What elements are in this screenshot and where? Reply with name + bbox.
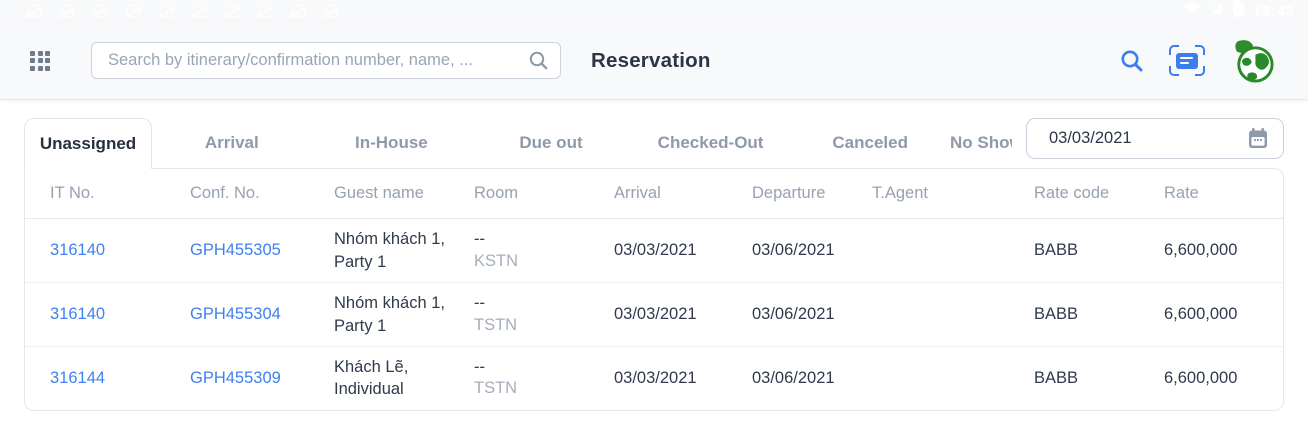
room-type-code: TSTN xyxy=(474,379,518,398)
tab-arrival[interactable]: Arrival xyxy=(204,133,259,152)
search-icon xyxy=(1121,50,1143,71)
arrival-date: 03/03/2021 xyxy=(614,305,697,323)
table-row[interactable]: 316140 GPH455305 Nhóm khách 1, Party 1 -… xyxy=(25,219,1283,283)
it-no-link[interactable]: 316144 xyxy=(50,368,106,387)
no-sim-icon xyxy=(1210,2,1224,21)
rate-code: BABB xyxy=(1034,241,1079,259)
tab-in-house[interactable]: In-House xyxy=(355,133,428,152)
conf-no-link[interactable]: GPH455305 xyxy=(190,241,281,259)
muted-notification-icon xyxy=(226,5,239,17)
status-tabs: Unassigned Arrival In-House Due out Chec… xyxy=(24,118,1284,169)
search-input[interactable] xyxy=(91,42,561,79)
room-type-code: TSTN xyxy=(474,315,518,334)
room-number: -- xyxy=(474,294,485,313)
wifi-icon xyxy=(1184,2,1201,20)
table-row[interactable]: 316144 GPH455309 Khách Lẽ, Individual --… xyxy=(25,347,1283,410)
conf-no-link[interactable]: GPH455309 xyxy=(190,368,281,387)
scan-card-button[interactable] xyxy=(1169,45,1205,76)
app-header: Reservation xyxy=(0,22,1308,100)
table-row[interactable]: 316140 GPH455304 Nhóm khách 1, Party 1 -… xyxy=(25,283,1283,347)
guest-name: Nhóm khách 1, Party 1 xyxy=(334,294,445,335)
table-header-row: IT No. Conf. No. Guest name Room Arrival… xyxy=(25,169,1283,219)
reservation-content: Unassigned Arrival In-House Due out Chec… xyxy=(0,100,1308,411)
col-guest-name: Guest name xyxy=(334,184,424,202)
muted-notification-icon xyxy=(259,5,272,17)
col-rate: Rate xyxy=(1164,184,1199,202)
muted-notification-icon xyxy=(127,5,140,17)
tab-checked-out[interactable]: Checked-Out xyxy=(657,133,764,152)
arrival-date: 03/03/2021 xyxy=(614,368,697,387)
tab-unassigned[interactable]: Unassigned xyxy=(24,118,152,169)
clock-time: 13:43 xyxy=(1253,2,1294,20)
col-it-no: IT No. xyxy=(50,184,95,202)
guest-name: Nhóm khách 1, Party 1 xyxy=(334,230,445,271)
departure-date: 03/06/2021 xyxy=(752,368,835,387)
eco-globe-button[interactable] xyxy=(1229,38,1276,83)
rate-code: BABB xyxy=(1034,305,1079,323)
it-no-link[interactable]: 316140 xyxy=(50,241,106,259)
col-rate-code: Rate code xyxy=(1034,184,1110,202)
eco-globe-icon xyxy=(1235,40,1274,83)
col-arrival: Arrival xyxy=(614,184,661,202)
departure-date: 03/06/2021 xyxy=(752,241,835,259)
col-room: Room xyxy=(474,184,519,202)
conf-no-link[interactable]: GPH455304 xyxy=(190,305,281,323)
col-departure: Departure xyxy=(752,184,826,202)
muted-notification-icon xyxy=(160,5,173,17)
page-title: Reservation xyxy=(591,48,711,72)
search-icon xyxy=(529,51,548,70)
muted-notification-icon xyxy=(94,5,107,17)
muted-notification-icon xyxy=(28,5,41,17)
battery-charging-icon xyxy=(1233,0,1244,22)
col-conf-no: Conf. No. xyxy=(190,184,260,202)
rate-code: BABB xyxy=(1034,368,1079,387)
room-number: -- xyxy=(474,357,485,376)
muted-notification-icon xyxy=(61,5,74,17)
status-bar: 13:43 xyxy=(0,0,1308,22)
search-button[interactable] xyxy=(1119,48,1145,74)
muted-notification-icons xyxy=(28,5,338,17)
tab-due-out[interactable]: Due out xyxy=(519,133,583,152)
date-value: 03/03/2021 xyxy=(1049,129,1132,147)
muted-notification-icon xyxy=(325,5,338,17)
apps-grid-icon[interactable] xyxy=(30,50,50,71)
rate-amount: 6,600,000 xyxy=(1164,368,1238,387)
search-box xyxy=(91,42,561,79)
guest-name: Khách Lẽ, Individual xyxy=(334,358,409,399)
room-type-code: KSTN xyxy=(474,251,519,270)
rate-amount: 6,600,000 xyxy=(1164,305,1238,323)
reservation-table: IT No. Conf. No. Guest name Room Arrival… xyxy=(24,168,1284,411)
tab-canceled[interactable]: Canceled xyxy=(832,133,908,152)
muted-notification-icon xyxy=(193,5,206,17)
muted-notification-icon xyxy=(292,5,305,17)
col-t-agent: T.Agent xyxy=(872,184,928,202)
arrival-date: 03/03/2021 xyxy=(614,241,697,259)
departure-date: 03/06/2021 xyxy=(752,305,835,323)
scan-icon xyxy=(1169,45,1205,76)
rate-amount: 6,600,000 xyxy=(1164,241,1238,259)
date-picker[interactable]: 03/03/2021 xyxy=(1026,118,1284,159)
room-number: -- xyxy=(474,230,485,249)
tab-no-show[interactable]: No Show xyxy=(949,133,1012,152)
it-no-link[interactable]: 316140 xyxy=(50,305,106,323)
calendar-icon xyxy=(1249,128,1267,148)
